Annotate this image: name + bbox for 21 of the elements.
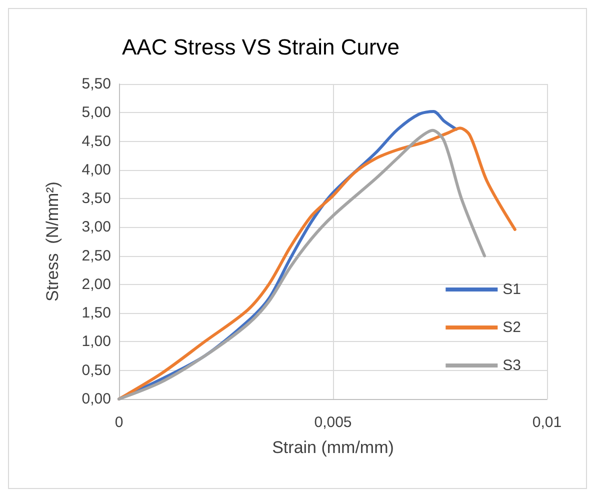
y-tick-label: 0,00	[82, 390, 111, 408]
y-axis-title: Stress (N/mm²)	[43, 182, 62, 302]
y-tick-label: 1,00	[82, 333, 111, 350]
y-tick-label: 1,50	[82, 304, 111, 322]
y-tick-label: 5,00	[82, 104, 111, 122]
x-tick-label: 0,01	[532, 414, 562, 431]
y-tick-label: 2,00	[82, 276, 111, 293]
x-tick-label: 0,005	[314, 414, 352, 431]
legend-label: S3	[502, 357, 522, 374]
chart-title: AAC Stress VS Strain Curve	[122, 34, 400, 60]
y-tick-label: 2,50	[82, 247, 111, 264]
x-axis-title: Strain (mm/mm)	[272, 438, 394, 457]
y-tick-label: 5,50	[82, 76, 111, 92]
legend-label: S2	[502, 319, 522, 336]
y-tick-label: 3,00	[82, 218, 111, 236]
y-tick-label: 4,00	[82, 161, 111, 178]
y-tick-label: 4,50	[82, 132, 111, 150]
y-tick-label: 3,50	[82, 190, 111, 208]
x-tick-label: 0	[114, 414, 124, 431]
y-tick-label: 0,50	[82, 362, 111, 379]
legend-label: S1	[502, 281, 522, 298]
